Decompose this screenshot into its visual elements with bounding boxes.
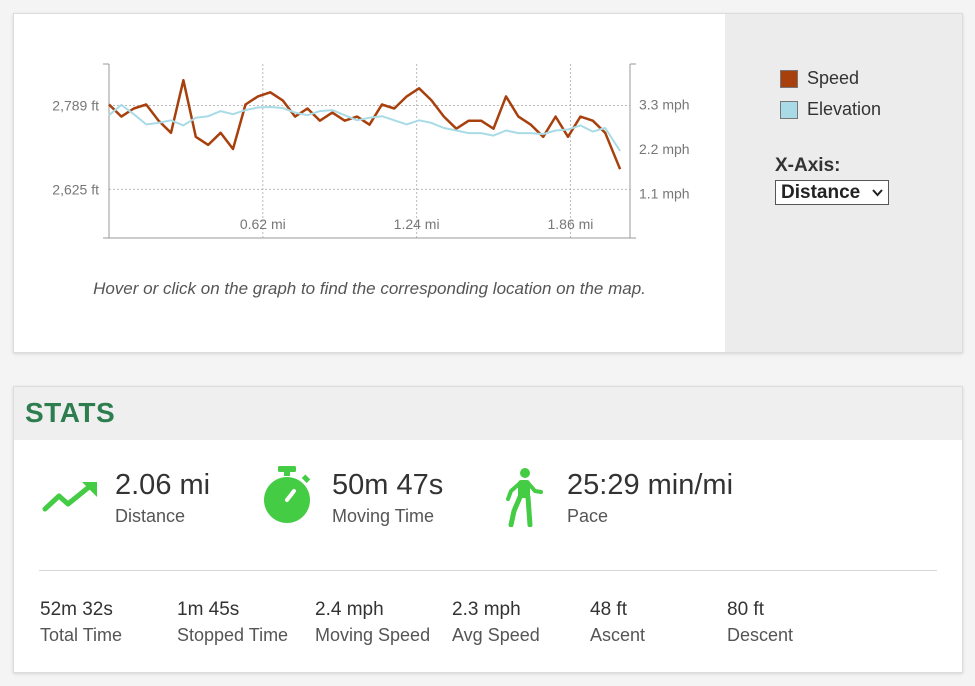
descent-value: 80 ft xyxy=(727,599,764,620)
legend-elevation[interactable]: Elevation xyxy=(780,99,881,120)
speed-line xyxy=(108,78,622,170)
descent-label: Descent xyxy=(727,625,794,645)
stat-pace: 25:29 min/mi Pace xyxy=(567,469,733,527)
moving-time-label: Moving Time xyxy=(332,506,435,526)
stat-avg-speed: 2.3 mph Avg Speed xyxy=(452,599,540,646)
stopped-time-label: Stopped Time xyxy=(177,625,289,645)
x-tick-label: 1.86 mi xyxy=(547,216,593,232)
moving-time-value: 50m 47s xyxy=(332,469,444,501)
stopwatch-icon xyxy=(263,465,315,530)
trend-up-icon xyxy=(42,479,100,524)
legend-speed[interactable]: Speed xyxy=(780,68,859,89)
x-tick-label: 1.24 mi xyxy=(394,216,440,232)
legend-elevation-label: Elevation xyxy=(807,99,882,119)
right-tick-label: 3.3 mph xyxy=(639,96,690,112)
chart-area[interactable]: 2,789 ft 2,625 ft 3.3 mph 2.2 mph 1.1 mph 0.6… xyxy=(14,14,725,352)
ascent-value: 48 ft xyxy=(590,599,627,620)
legend-speed-label: Speed xyxy=(807,68,860,88)
left-tick-label: 2,789 ft xyxy=(52,97,99,113)
left-tick-label: 2,625 ft xyxy=(52,181,99,197)
right-tick-label: 1.1 mph xyxy=(639,185,690,201)
stat-descent: 80 ft Descent xyxy=(727,599,793,646)
walking-person-icon xyxy=(502,467,544,532)
stat-total-time: 52m 32s Total Time xyxy=(40,599,122,646)
chart-svg[interactable]: 2,789 ft 2,625 ft 3.3 mph 2.2 mph 1.1 mph 0.6… xyxy=(14,14,725,274)
elevation-swatch-icon xyxy=(780,100,798,119)
avg-speed-value: 2.3 mph xyxy=(452,599,521,620)
ascent-label: Ascent xyxy=(590,625,646,645)
stat-stopped-time: 1m 45s Stopped Time xyxy=(177,599,288,646)
distance-value: 2.06 mi xyxy=(115,469,211,501)
stat-moving-time: 50m 47s Moving Time xyxy=(332,469,443,527)
right-tick-label: 2.2 mph xyxy=(639,141,690,157)
moving-speed-value: 2.4 mph xyxy=(315,599,384,620)
moving-speed-label: Moving Speed xyxy=(315,625,431,645)
chart-card: 2,789 ft 2,625 ft 3.3 mph 2.2 mph 1.1 mph 0.6… xyxy=(13,13,963,353)
total-time-label: Total Time xyxy=(40,625,123,645)
pace-label: Pace xyxy=(567,506,609,526)
stat-ascent: 48 ft Ascent xyxy=(590,599,645,646)
stats-title: STATS xyxy=(25,397,116,428)
stats-divider xyxy=(39,570,937,571)
elevation-line xyxy=(108,103,621,152)
xaxis-select[interactable]: Distance xyxy=(775,180,889,205)
stats-card: STATS 2.06 mi Distance 50m 47s Moving Ti… xyxy=(13,386,963,673)
avg-speed-label: Avg Speed xyxy=(452,625,540,645)
xaxis-selected-value: Distance xyxy=(781,182,861,203)
chevron-down-icon xyxy=(872,181,883,213)
speed-swatch-icon xyxy=(780,69,798,88)
xaxis-label: X-Axis: xyxy=(775,155,841,176)
pace-value: 25:29 min/mi xyxy=(567,469,734,501)
distance-label: Distance xyxy=(115,506,186,526)
chart-sidebar: Speed Elevation X-Axis: Distance xyxy=(725,14,962,352)
stat-distance: 2.06 mi Distance xyxy=(115,469,210,527)
stat-moving-speed: 2.4 mph Moving Speed xyxy=(315,599,430,646)
stopped-time-value: 1m 45s xyxy=(177,599,240,620)
stats-header: STATS xyxy=(14,387,962,440)
total-time-value: 52m 32s xyxy=(40,599,113,620)
chart-hint: Hover or click on the graph to find the … xyxy=(93,279,646,298)
x-tick-label: 0.62 mi xyxy=(240,216,286,232)
